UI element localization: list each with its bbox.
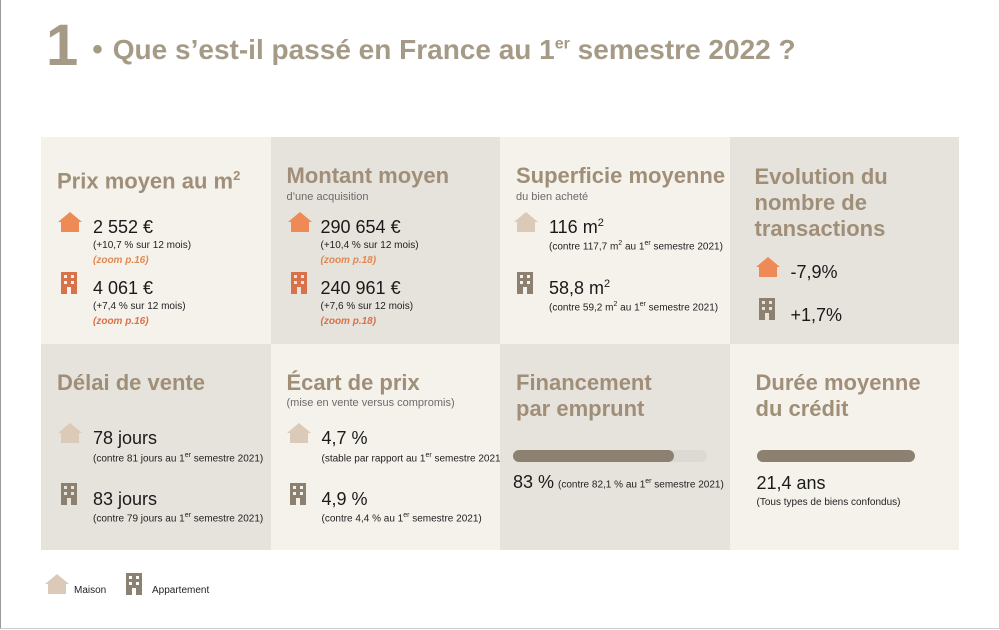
building-icon xyxy=(290,272,307,294)
cell-subheading: (mise en vente versus compromis) xyxy=(286,396,455,409)
delai-appart-value: 83 jours xyxy=(93,488,158,509)
house-icon xyxy=(58,422,82,443)
delai-appart-note: (contre 79 jours au 1er semestre 2021) xyxy=(93,511,264,524)
ecart-maison-note: (stable par rapport au 1er semestre 2021… xyxy=(321,451,504,464)
prix-maison-note: (+10,7 % sur 12 mois) xyxy=(93,240,192,251)
duree-value: 21,4 ans xyxy=(756,472,826,493)
duree-progress-bar xyxy=(756,449,915,462)
montant-appart-zoom-link[interactable]: (zoom p.18) xyxy=(320,316,377,327)
prix-maison-value: 2 552 € xyxy=(93,217,154,237)
cell-heading: Durée moyenne du crédit xyxy=(755,369,921,421)
house-icon xyxy=(286,422,311,443)
montant-maison-value: 290 654 € xyxy=(320,217,401,237)
building-icon xyxy=(61,272,77,294)
house-icon xyxy=(45,574,69,594)
cell-heading: Écart de prix xyxy=(286,369,420,395)
cell-prix-moyen: Prix moyen au m2 2 552 € (+10,7 % sur 12… xyxy=(41,137,271,344)
superficie-maison-value: 116 m2 xyxy=(549,217,604,237)
evolution-maison-value: -7,9% xyxy=(790,262,838,282)
ecart-appart-value: 4,9 % xyxy=(321,488,368,509)
evolution-appart-value: +1,7% xyxy=(790,305,843,325)
superficie-appart-value: 58,8 m2 xyxy=(549,278,611,298)
cell-ecart-prix: Écart de prix (mise en vente versus comp… xyxy=(270,343,504,550)
title-bullet: • xyxy=(92,33,103,66)
cell-montant-moyen: Montant moyen d’une acquisition 290 654 … xyxy=(270,137,500,344)
cell-evolution-transactions: Evolution du nombre de transactions -7,9% … xyxy=(729,137,959,344)
title-text: Que s’est-il passé en France au 1er seme… xyxy=(112,34,796,65)
progress-fill xyxy=(513,449,675,462)
cell-duree-credit: Durée moyenne du crédit 21,4 ans (Tous ty… xyxy=(729,343,959,550)
house-icon xyxy=(755,257,780,277)
prix-appart-value: 4 061 € xyxy=(93,278,154,298)
delai-maison-value: 78 jours xyxy=(93,427,158,448)
cell-heading: Financement par emprunt xyxy=(516,369,652,421)
prix-appart-note: (+7,4 % sur 12 mois) xyxy=(93,301,186,312)
legend-label: Maison xyxy=(74,585,107,596)
cell-superficie-moyenne: Superficie moyenne du bien acheté 116 m2… xyxy=(500,137,730,344)
delai-maison-note: (contre 81 jours au 1er semestre 2021) xyxy=(93,451,264,464)
building-icon xyxy=(61,482,77,505)
house-icon xyxy=(287,212,312,232)
cell-heading: Evolution du nombre de transactions xyxy=(754,164,888,241)
prix-appart-zoom-link[interactable]: (zoom p.16) xyxy=(93,316,149,327)
cell-subheading: du bien acheté xyxy=(516,191,589,203)
financement-note: (contre 82,1 % au 1er semestre 2021) xyxy=(558,477,724,490)
prix-maison-zoom-link[interactable]: (zoom p.16) xyxy=(93,255,149,266)
montant-appart-value: 240 961 € xyxy=(320,278,401,298)
cell-heading: Superficie moyenne xyxy=(516,163,726,188)
montant-maison-zoom-link[interactable]: (zoom p.18) xyxy=(320,255,377,266)
section-number: 1 xyxy=(46,13,79,78)
cell-delai-vente: Délai de vente 78 jours (contre 81 jours… xyxy=(41,343,271,550)
progress-fill xyxy=(756,449,915,462)
ecart-maison-value: 4,7 % xyxy=(321,427,368,448)
cell-heading: Délai de vente xyxy=(57,369,205,395)
cell-financement: Financement par emprunt 83 % (contre 82,1… xyxy=(500,343,730,550)
building-icon xyxy=(289,482,306,505)
legend-maison: Maison xyxy=(44,572,106,596)
building-icon xyxy=(126,573,142,595)
ecart-appart-note: (contre 4,4 % au 1er semestre 2021) xyxy=(321,511,482,524)
stats-grid: Prix moyen au m2 2 552 € (+10,7 % sur 12… xyxy=(41,137,959,550)
building-icon xyxy=(758,298,775,320)
financement-progress-bar xyxy=(513,449,707,462)
superficie-maison-note: (contre 117,7 m2 au 1er semestre 2021) xyxy=(549,240,723,253)
duree-note: (Tous types de biens confondus) xyxy=(756,496,901,508)
page-title: 1 • Que s’est-il passé en France au 1er … xyxy=(46,16,796,76)
cell-heading: Prix moyen au m2 xyxy=(57,168,241,194)
cell-subheading: d’une acquisition xyxy=(286,191,369,203)
superficie-appart-note: (contre 59,2 m2 au 1er semestre 2021) xyxy=(549,301,719,314)
cell-heading: Montant moyen xyxy=(286,163,450,188)
house-icon xyxy=(58,212,82,232)
montant-appart-note: (+7,6 % sur 12 mois) xyxy=(320,301,414,312)
legend-appartement: Appartement xyxy=(124,572,209,596)
house-icon xyxy=(514,212,538,232)
building-icon xyxy=(517,272,533,294)
legend-label: Appartement xyxy=(152,585,210,596)
montant-maison-note: (+10,4 % sur 12 mois) xyxy=(320,240,419,251)
financement-value: 83 % xyxy=(513,471,555,492)
